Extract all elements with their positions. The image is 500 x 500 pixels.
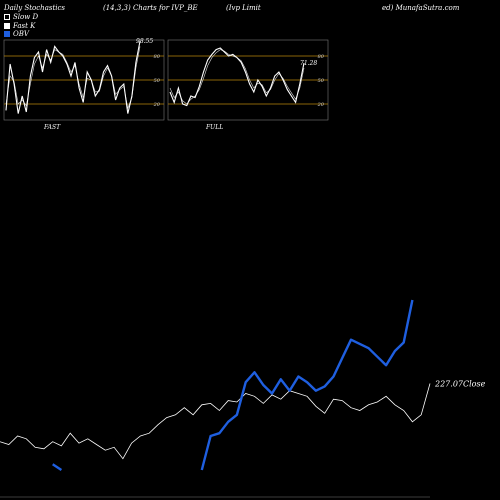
chart-title-mid: (14,3,3) Charts for IVP_BE (103, 4, 198, 12)
chart-title-site: ed) MunafaSutra.com (382, 4, 460, 12)
legend-swatch-fast-k (4, 23, 10, 29)
price-obv-panel: 227.07Close (0, 299, 486, 498)
tick-label-full-20: 20 (317, 102, 325, 108)
series-line-fast-slow-d (5, 46, 141, 110)
tick-label-full-80: 80 (318, 54, 325, 60)
legend-item-fast-k: Fast K (4, 22, 35, 30)
tick-label-full-50: 50 (318, 78, 325, 84)
last-value-label-fast: 98.55 (136, 38, 153, 45)
legend-item-slow-d: Slow D (4, 13, 38, 21)
series-line-full-slow-d (169, 49, 305, 105)
legend-label-slow-d: Slow D (13, 13, 39, 21)
last-value-label-full: 71.28 (300, 60, 317, 67)
legend-label-obv: OBV (13, 30, 29, 38)
tick-label-fast-80: 80 (154, 54, 161, 60)
chart-title-left: Daily Stochastics (4, 4, 66, 12)
panel-label-full: FULL (205, 124, 223, 131)
last-value-label-close: 227.07Close (434, 379, 486, 388)
stoch-panel-full: 80 50 20 71.28 FULL (167, 39, 329, 131)
series-line-close (0, 383, 431, 460)
series-line-obv (52, 299, 414, 472)
tick-label-fast-20: 20 (153, 102, 161, 108)
legend-item-obv: OBV (4, 30, 29, 38)
legend-label-fast-k: Fast K (13, 22, 36, 30)
chart-title-company: (Ivp Limit (226, 4, 261, 12)
legend-swatch-obv (4, 31, 10, 37)
panel-label-fast: FAST (43, 124, 61, 131)
stoch-panel-fast: 80 50 20 98.55 FAST (3, 38, 165, 131)
legend-swatch-slow-d (4, 14, 10, 20)
tick-label-fast-50: 50 (154, 78, 161, 84)
